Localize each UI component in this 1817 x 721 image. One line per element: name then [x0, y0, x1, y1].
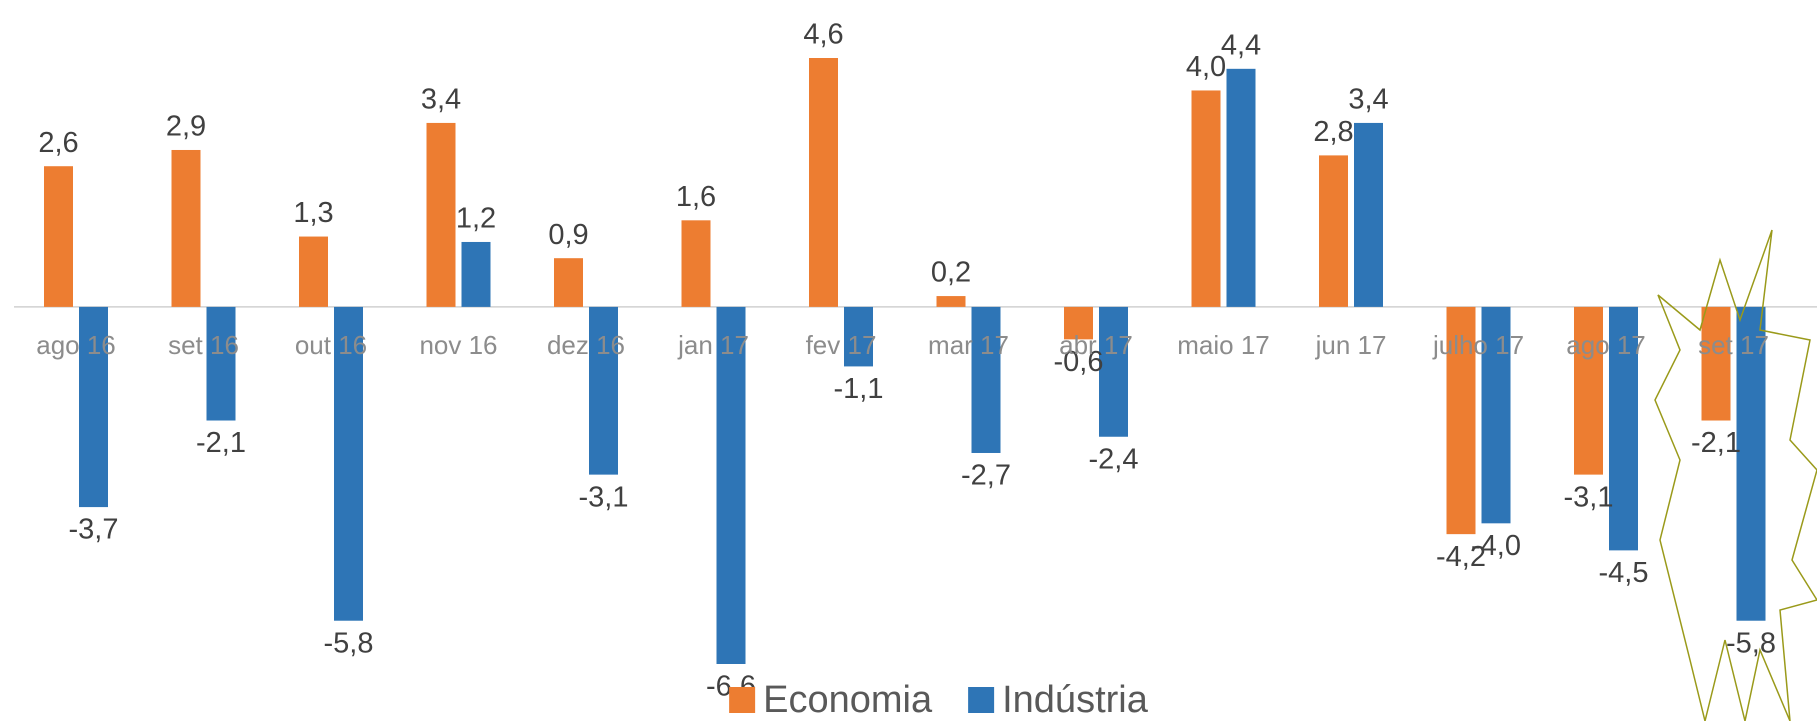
- data-label: -2,1: [196, 427, 246, 459]
- bar: [1574, 306, 1603, 475]
- x-tick-label: maio 17: [1177, 330, 1270, 360]
- x-tick-label: set 17: [1698, 330, 1769, 360]
- data-label: 4,0: [1186, 51, 1226, 83]
- bar: [1481, 306, 1511, 524]
- starburst-highlight: [1654, 229, 1817, 721]
- x-tick-label: mar 17: [928, 330, 1009, 360]
- bar: [1446, 306, 1476, 535]
- data-label: 1,6: [676, 181, 716, 213]
- data-label: 2,6: [38, 127, 78, 159]
- legend-swatch: [968, 687, 995, 713]
- bar: [554, 258, 583, 307]
- bar: [844, 306, 873, 367]
- bar: [1064, 306, 1093, 340]
- data-label: 3,4: [1348, 84, 1388, 116]
- data-label: -3,1: [579, 481, 629, 513]
- data-label: -4,5: [1599, 557, 1649, 589]
- data-label: 0,9: [548, 219, 588, 251]
- data-label: -0,6: [1054, 346, 1104, 378]
- data-label: 0,2: [931, 257, 971, 289]
- x-tick-label: jan 17: [677, 330, 749, 360]
- bar: [44, 166, 73, 307]
- data-label: 2,9: [166, 111, 206, 143]
- plot-area: [14, 58, 1817, 664]
- x-tick-label: abr 17: [1059, 330, 1133, 360]
- bar: [426, 122, 456, 307]
- data-label: -4,0: [1471, 530, 1521, 562]
- data-label: -5,8: [1726, 627, 1776, 659]
- x-tick-label: fev 17: [806, 330, 877, 360]
- bar: [461, 241, 491, 307]
- bar: [1354, 122, 1383, 307]
- x-tick-label: jun 17: [1315, 330, 1387, 360]
- data-label: 2,8: [1313, 116, 1353, 148]
- bar: [809, 58, 838, 307]
- bar: [1609, 306, 1638, 551]
- bar: [681, 220, 711, 307]
- data-label: 4,6: [803, 19, 843, 51]
- data-label: -4,2: [1436, 541, 1486, 573]
- x-tick-label: out 16: [295, 330, 367, 360]
- bar: [171, 149, 201, 307]
- legend-swatch: [729, 687, 756, 713]
- legend-label: Indústria: [1002, 679, 1149, 721]
- data-label: -2,7: [961, 460, 1011, 492]
- legend: Economia Indústria: [729, 679, 1149, 721]
- bar: [1736, 306, 1766, 621]
- data-label: -5,8: [324, 627, 374, 659]
- bar: [1319, 155, 1348, 307]
- bar: [589, 306, 618, 475]
- data-label: 4,4: [1221, 29, 1261, 61]
- bar: [1191, 90, 1221, 307]
- data-label: -3,7: [69, 514, 119, 546]
- bar: [1701, 306, 1731, 421]
- data-label: -1,1: [834, 373, 884, 405]
- x-tick-label: dez 16: [547, 330, 625, 360]
- x-tick-label: ago 17: [1566, 330, 1646, 360]
- data-label: 3,4: [421, 84, 461, 116]
- bar: [299, 236, 328, 307]
- data-label: -2,4: [1089, 443, 1139, 475]
- data-label: -3,1: [1564, 481, 1614, 513]
- bar: [971, 306, 1001, 453]
- bar: [334, 306, 363, 621]
- data-label: -2,1: [1691, 427, 1741, 459]
- bar: [716, 306, 746, 664]
- data-label: 1,3: [293, 197, 333, 229]
- x-tick-label: julho 17: [1432, 330, 1524, 360]
- bar: [79, 306, 108, 508]
- bar: [936, 296, 966, 307]
- bar: [1226, 68, 1256, 307]
- x-tick-label: ago 16: [36, 330, 116, 360]
- data-label: 1,2: [456, 203, 496, 235]
- legend-label: Economia: [763, 679, 933, 721]
- bar: [206, 306, 236, 421]
- bar: [1099, 306, 1128, 437]
- x-tick-label: set 16: [168, 330, 239, 360]
- x-tick-label: nov 16: [419, 330, 497, 360]
